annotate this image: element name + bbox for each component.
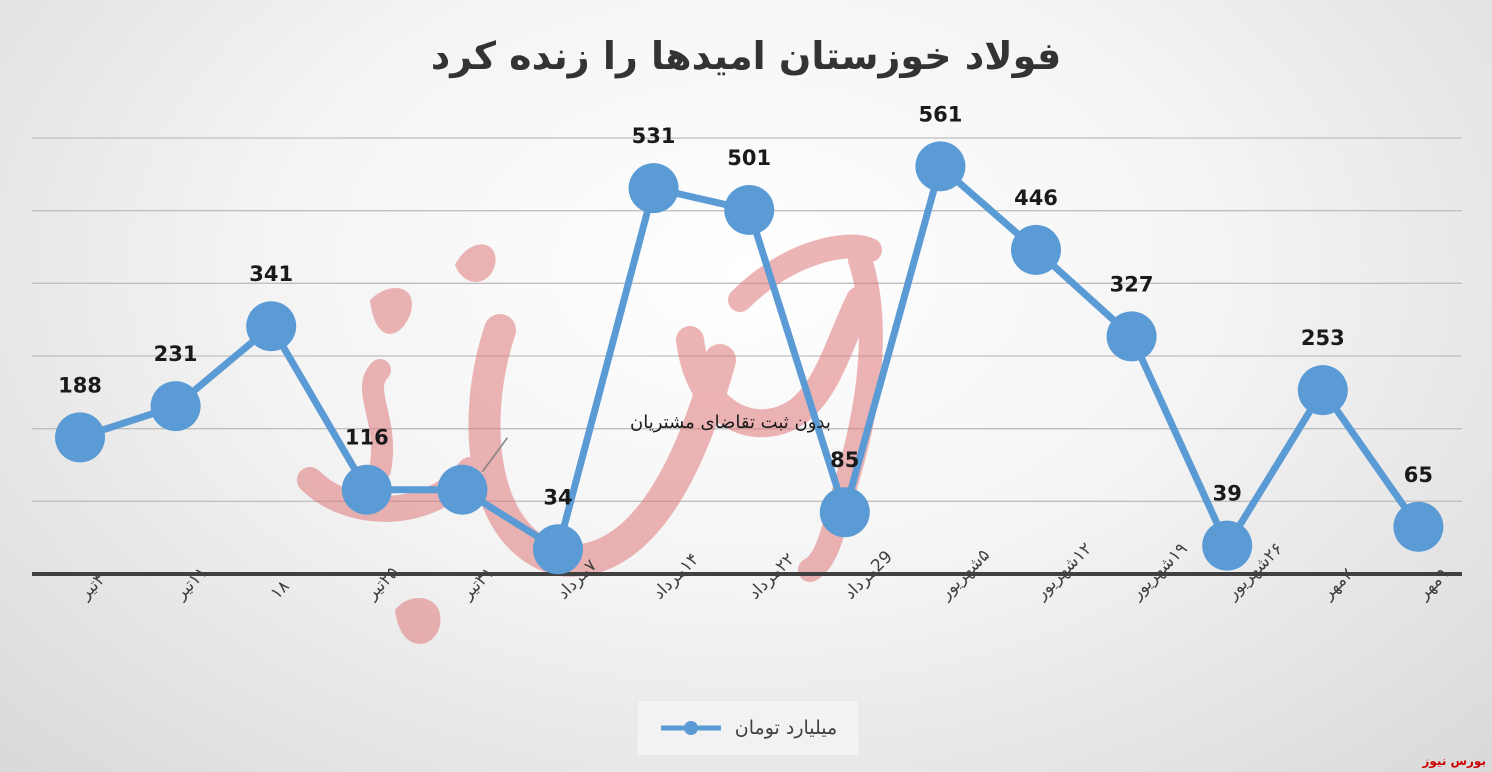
data-label: 253	[1301, 326, 1345, 350]
data-label: 327	[1110, 272, 1154, 296]
data-label: 65	[1404, 463, 1433, 487]
data-point: ۳۱تیر: 116	[437, 464, 488, 515]
annotation: بدون ثبت تقاضای مشتریان	[481, 412, 831, 473]
data-point: ۹مهر: 65	[1393, 501, 1444, 552]
x-tick-label: ۱۴مرداد	[649, 549, 703, 603]
x-tick-label: ۲۵تیر	[361, 563, 402, 604]
x-tick-label: ۹مهر	[1413, 564, 1453, 604]
legend-label: میلیارد تومان	[734, 717, 838, 739]
x-tick-label: ۱۸	[267, 576, 294, 603]
data-point: ۲۵تیر: 116	[341, 464, 392, 515]
annotation-text: بدون ثبت تقاضای مشتریان	[630, 412, 831, 433]
series-line: ۴تیر: 188 ۱۱تیر: 231 ۱۸: 341 ۲۵تیر: 116 ۳۱تی…	[55, 141, 1444, 575]
data-label: 561	[918, 102, 962, 126]
watermark-text: بورس نیوز	[1422, 754, 1486, 768]
data-point: ۱۹شهریور: 327	[1106, 311, 1157, 362]
data-point: 29مرداد: 85	[819, 487, 870, 538]
chart-title: فولاد خوزستان امیدها را زنده کرد	[430, 34, 1062, 78]
legend: میلیارد تومان	[636, 700, 860, 756]
data-label: 531	[632, 124, 676, 148]
data-label: 446	[1014, 186, 1058, 210]
x-tick-label: ۱۲شهریور	[1031, 539, 1096, 604]
legend-marker-icon	[660, 721, 721, 735]
x-tick-label: ۳۱تیر	[457, 563, 498, 604]
data-label: 231	[154, 342, 198, 366]
data-point: ۱۸: 341	[246, 301, 297, 352]
data-point: ۱۱تیر: 231	[150, 381, 201, 432]
x-tick-label: ۱۱تیر	[170, 563, 211, 604]
data-labels: 188 231 341 116 34 531 501 85 561 446 327 39 253 65	[58, 102, 1433, 509]
x-tick-label: ۲۲مرداد	[745, 549, 799, 603]
data-point: ۵شهریور: 561	[915, 141, 966, 192]
data-label: 116	[345, 426, 389, 450]
data-point: ۲۶شهریور: 39	[1202, 520, 1253, 571]
data-point: ۱۲شهریور: 446	[1011, 224, 1061, 275]
annotation-leader	[481, 437, 509, 473]
data-point: ۱۴مرداد: 531	[628, 163, 679, 214]
data-label: 85	[830, 448, 859, 472]
data-label: 188	[58, 373, 102, 397]
data-point: ۲۲مرداد: 501	[724, 184, 775, 235]
data-point: ۴تیر: 188	[55, 412, 105, 463]
data-point: ۲مهر: 253	[1297, 365, 1348, 416]
data-label: 341	[249, 262, 293, 286]
x-tick-label: ۱۹شهریور	[1126, 539, 1191, 604]
data-point: ۷مرداد: 34	[533, 524, 583, 575]
data-label: 34	[543, 485, 572, 509]
data-label: 39	[1213, 482, 1242, 506]
x-tick-label: ۲مهر	[1317, 564, 1357, 604]
data-label: 501	[727, 146, 771, 170]
